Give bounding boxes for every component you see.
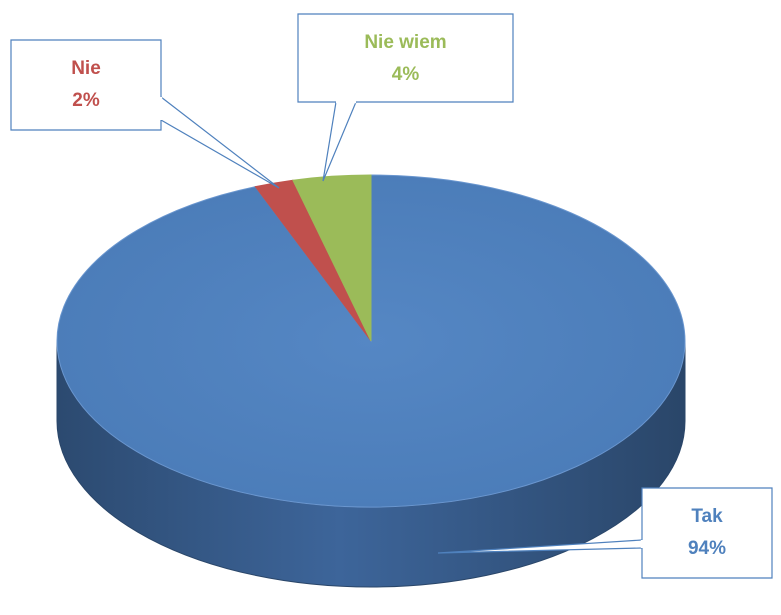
pie-top-layer <box>56 174 686 508</box>
slice-value-nie: 2% <box>72 90 100 111</box>
callout-pointer <box>437 539 643 554</box>
callout-box <box>10 39 162 131</box>
slice-label-tak: Tak <box>691 506 723 527</box>
callout-box <box>297 13 514 103</box>
slice-value-nie-wiem: 4% <box>392 64 420 85</box>
callout-pointer <box>322 101 357 182</box>
slice-value-tak: 94% <box>688 538 726 559</box>
callout-layer: Tak 94% Nie 2% Nie wiem 4% <box>10 13 773 579</box>
slice-label-nie-wiem: Nie wiem <box>364 32 446 53</box>
slice-label-nie: Nie <box>71 58 101 79</box>
callout-nie-wiem: Nie wiem 4% <box>297 13 514 182</box>
callout-pointer <box>160 96 280 189</box>
callout-box <box>641 487 773 579</box>
callout-nie: Nie 2% <box>10 39 280 189</box>
pie-slice-nie-wiem <box>292 174 372 342</box>
callout-tak: Tak 94% <box>437 487 773 579</box>
